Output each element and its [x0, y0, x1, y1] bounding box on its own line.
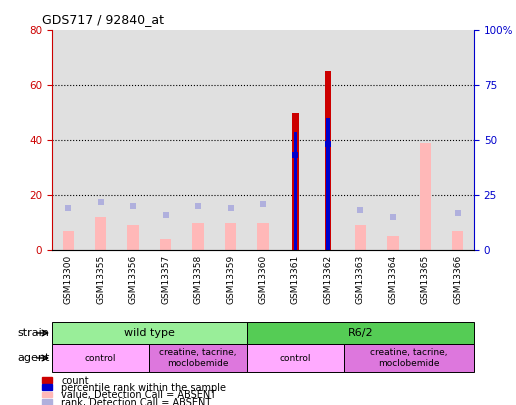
Bar	[312, 30, 344, 250]
Bar	[247, 344, 344, 372]
Text: creatine, tacrine,
moclobemide: creatine, tacrine, moclobemide	[370, 348, 448, 368]
Bar	[326, 118, 330, 250]
Bar	[52, 30, 85, 250]
Bar	[150, 344, 247, 372]
Text: creatine, tacrine,
moclobemide: creatine, tacrine, moclobemide	[159, 348, 237, 368]
Bar	[409, 30, 442, 250]
Bar	[62, 231, 74, 250]
Bar	[247, 322, 474, 344]
Text: wild type: wild type	[124, 328, 175, 338]
Bar	[442, 30, 474, 250]
Bar	[192, 222, 204, 250]
Text: control: control	[280, 354, 311, 362]
Bar	[279, 30, 312, 250]
Bar	[325, 71, 331, 250]
Bar	[182, 30, 214, 250]
Bar	[452, 231, 463, 250]
Bar	[85, 30, 117, 250]
Text: GDS717 / 92840_at: GDS717 / 92840_at	[42, 13, 164, 26]
Bar	[160, 239, 171, 250]
Text: value, Detection Call = ABSENT: value, Detection Call = ABSENT	[61, 390, 216, 400]
Bar	[150, 30, 182, 250]
Text: strain: strain	[18, 328, 50, 338]
Bar	[117, 30, 150, 250]
Text: count: count	[61, 375, 89, 386]
Text: percentile rank within the sample: percentile rank within the sample	[61, 383, 226, 392]
Bar	[387, 236, 398, 250]
Bar	[95, 217, 106, 250]
Bar	[225, 222, 236, 250]
Bar	[127, 225, 139, 250]
Bar	[42, 377, 53, 383]
Bar	[52, 344, 150, 372]
Text: rank, Detection Call = ABSENT: rank, Detection Call = ABSENT	[61, 398, 212, 405]
Text: R6/2: R6/2	[348, 328, 373, 338]
Bar	[42, 384, 53, 390]
Bar	[257, 222, 269, 250]
Bar	[420, 143, 431, 250]
Bar	[42, 399, 53, 405]
Bar	[247, 30, 279, 250]
Bar	[344, 344, 474, 372]
Bar	[42, 392, 53, 397]
Bar	[377, 30, 409, 250]
Bar	[344, 30, 377, 250]
Text: control: control	[85, 354, 117, 362]
Bar	[214, 30, 247, 250]
Bar	[52, 322, 247, 344]
Bar	[293, 113, 299, 250]
Text: agent: agent	[17, 353, 50, 363]
Bar	[354, 225, 366, 250]
Bar	[294, 132, 297, 250]
